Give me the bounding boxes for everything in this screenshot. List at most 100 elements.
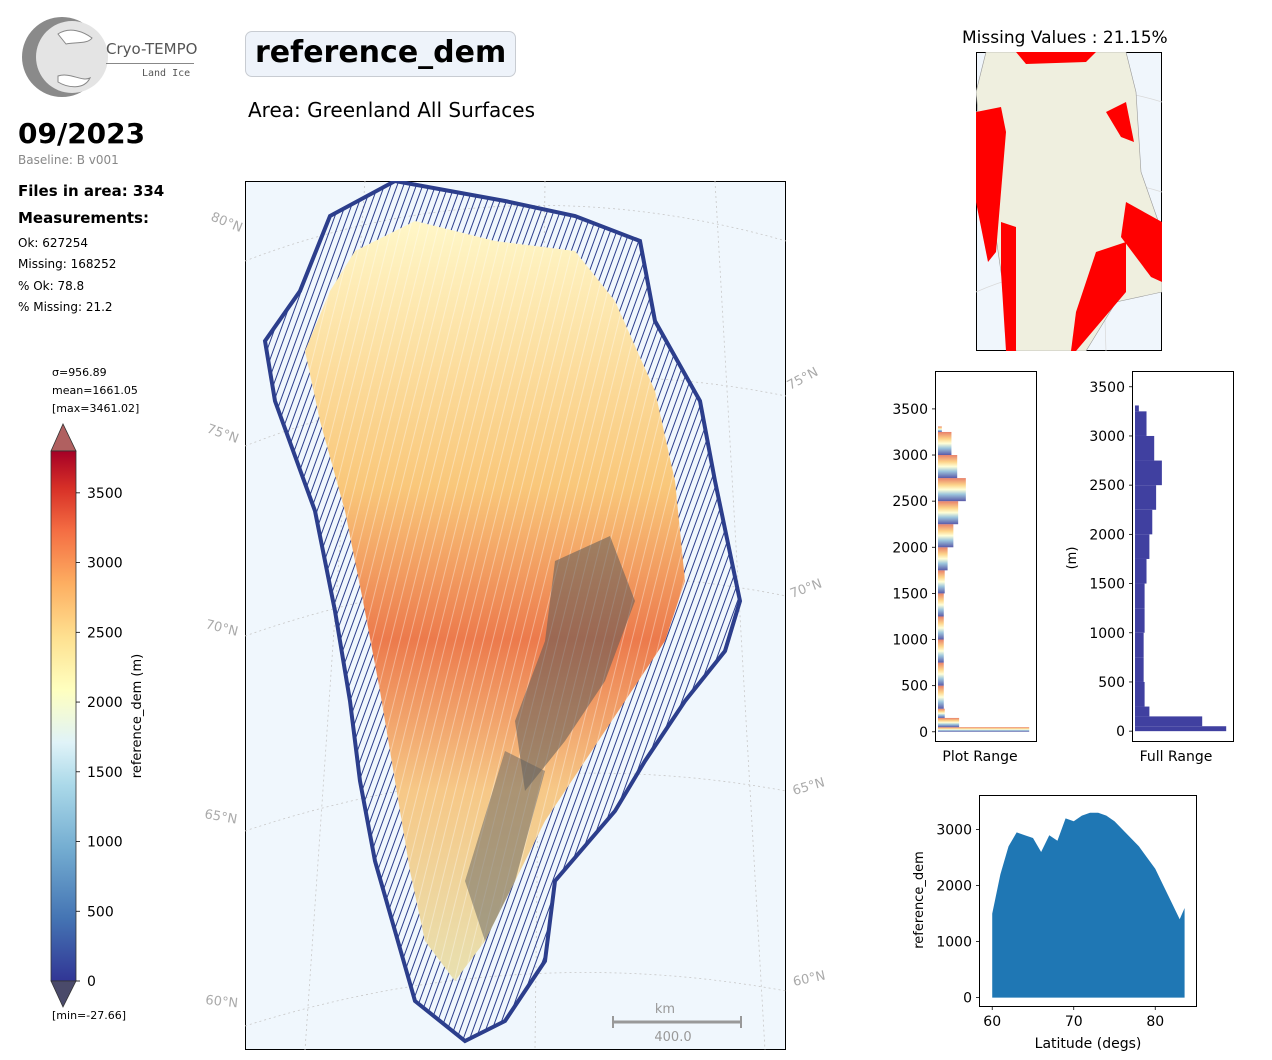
plot-range-histogram: 0 500 1000 1500 2000 2500 3000 3500 Plot Range xyxy=(892,371,1037,765)
histogram-tick-label: 2000 xyxy=(1089,527,1125,543)
histogram-tick-label: 500 xyxy=(1098,675,1125,691)
histogram-bar xyxy=(938,524,954,548)
histogram-tick-label: 1500 xyxy=(892,586,928,602)
lat-label-60-right: 60°N xyxy=(792,968,827,989)
logo-name: Cryo-TEMPO xyxy=(106,40,198,58)
colorbar-gradient xyxy=(50,450,77,982)
month-label: 09/2023 xyxy=(18,117,146,150)
histogram-bar xyxy=(1135,509,1153,535)
colorbar-min: [min=-27.66] xyxy=(52,1009,127,1022)
colorbar-tick-label: 0 xyxy=(87,974,96,990)
scale-value: 400.0 xyxy=(654,1030,691,1045)
lat-label-60-left: 60°N xyxy=(205,993,239,1011)
histogram-tick-label: 1500 xyxy=(1089,577,1125,593)
colorbar-max: [max=3461.02] xyxy=(52,402,140,415)
map-lat-labels: 80°N 75°N 70°N 65°N 60°N 75°N 70°N 65°N … xyxy=(203,210,827,1012)
histogram-bar xyxy=(938,547,948,571)
full-range-ylabel: (m) xyxy=(1065,547,1080,570)
page-title: reference_dem xyxy=(245,31,517,77)
greenland-map: 80°N km 400.0 xyxy=(245,181,786,1050)
histogram-bar xyxy=(1135,583,1145,609)
histogram-bar xyxy=(938,616,944,640)
histogram-bar xyxy=(938,685,944,709)
logo-subtitle: Land Ice xyxy=(142,68,191,79)
colorbar-axis-label: reference_dem (m) xyxy=(130,654,145,778)
colorbar-tick-label: 2000 xyxy=(87,695,123,711)
colorbar-tick-label: 1000 xyxy=(87,835,123,851)
scatter-ytick-label: 0 xyxy=(963,991,972,1007)
histogram-bar xyxy=(1135,460,1162,486)
histogram-bar xyxy=(938,455,958,479)
lat-label-75-right: 75°N xyxy=(785,365,821,394)
colorbar-over-arrow xyxy=(50,423,77,452)
histogram-tick-label: 1000 xyxy=(1089,626,1125,642)
histogram-bar xyxy=(1135,632,1144,658)
histogram-bar xyxy=(938,708,945,718)
missing-values-title: Missing Values : 21.15% xyxy=(962,28,1168,48)
stat-pct-ok: % Ok: 78.8 xyxy=(18,279,85,293)
files-count: Files in area: 334 xyxy=(18,182,165,200)
colorbar-tick-label: 500 xyxy=(87,904,114,920)
lat-label-70-right: 70°N xyxy=(788,576,824,601)
histogram-bar xyxy=(938,717,960,728)
stat-pct-missing: % Missing: 21.2 xyxy=(18,300,113,314)
histogram-bar xyxy=(1135,411,1147,436)
lat-label-left: 80°N xyxy=(245,209,247,234)
colorbar-tick-label: 2500 xyxy=(87,625,123,641)
full-range-label: Full Range xyxy=(1140,749,1213,765)
histogram-tick-label: 2000 xyxy=(892,540,928,556)
colorbar: 0 500 1000 1500 2000 2500 3000 3500 reference_d… xyxy=(50,423,145,1008)
histogram-bar xyxy=(1135,435,1155,461)
histogram-bar xyxy=(1135,558,1147,584)
lat-label-70-left: 70°N xyxy=(204,617,239,639)
histogram-tick-label: 1000 xyxy=(892,633,928,649)
histogram-bar xyxy=(1135,657,1144,682)
scatter-xtick-label: 70 xyxy=(1065,1014,1083,1030)
measurements-heading: Measurements: xyxy=(18,209,149,227)
scatter-xlabel: Latitude (degs) xyxy=(1035,1036,1142,1052)
missing-values-map xyxy=(976,52,1162,351)
histogram-bar xyxy=(938,431,952,456)
cryo-tempo-logo xyxy=(22,17,108,97)
area-label: Area: Greenland All Surfaces xyxy=(248,98,535,122)
scatter-xtick-label: 80 xyxy=(1146,1014,1164,1030)
stat-missing: Missing: 168252 xyxy=(18,257,117,271)
histogram-tick-label: 3000 xyxy=(1089,429,1125,445)
histogram-tick-label: 0 xyxy=(1116,724,1125,740)
histogram-bar xyxy=(938,662,944,686)
histogram-bar xyxy=(938,639,944,663)
histogram-tick-label: 0 xyxy=(919,725,928,741)
histogram-bar xyxy=(1135,608,1145,633)
histogram-bar xyxy=(1135,681,1145,707)
lat-label-75-left: 75°N xyxy=(205,422,241,447)
colorbar-sigma: σ=956.89 xyxy=(52,366,107,379)
scatter-xtick-label: 60 xyxy=(983,1014,1001,1030)
histogram-bar xyxy=(938,570,945,594)
scale-unit: km xyxy=(655,1002,675,1017)
histogram-tick-label: 2500 xyxy=(1089,478,1125,494)
colorbar-tick-label: 3500 xyxy=(87,486,123,502)
plot-range-label: Plot Range xyxy=(942,749,1017,765)
lat-label-65-left: 65°N xyxy=(203,807,238,827)
histogram-bar xyxy=(1135,485,1157,510)
scatter-ytick-label: 2000 xyxy=(936,879,972,895)
histogram-bar xyxy=(938,478,966,502)
logo-divider xyxy=(106,63,194,64)
histogram-tick-label: 500 xyxy=(901,679,928,695)
histogram-bar xyxy=(1135,726,1227,732)
colorbar-mean: mean=1661.05 xyxy=(52,384,138,397)
histogram-tick-label: 3000 xyxy=(892,448,928,464)
scatter-ytick-label: 3000 xyxy=(936,823,972,839)
scatter-points-envelope xyxy=(992,812,1185,998)
histogram-tick-label: 2500 xyxy=(892,494,928,510)
histogram-bar xyxy=(938,501,959,525)
latitude-scatter: 60 70 80 0 1000 2000 3000 Latitude (degs) refe… xyxy=(912,795,1197,1052)
histogram-bar xyxy=(938,727,1030,732)
scatter-ylabel: reference_dem xyxy=(912,851,927,949)
histogram-bar xyxy=(938,593,944,617)
lat-label-80-left: 80°N xyxy=(209,210,245,236)
colorbar-tick-label: 1500 xyxy=(87,765,123,781)
histogram-tick-label: 3500 xyxy=(892,402,928,418)
histogram-tick-label: 3500 xyxy=(1089,380,1125,396)
